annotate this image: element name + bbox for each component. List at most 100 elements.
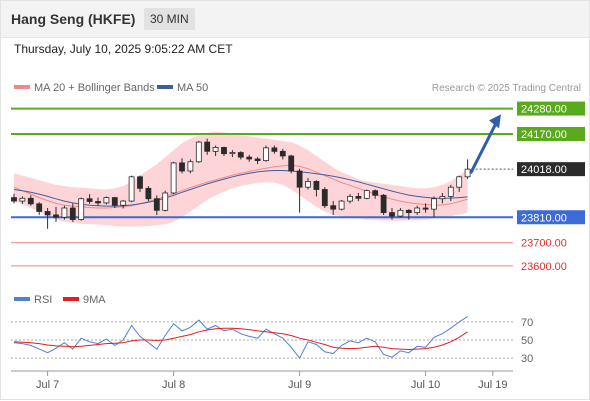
candle-body — [229, 152, 236, 155]
candle-body — [27, 197, 34, 205]
x-tick-label: Jul 9 — [288, 379, 311, 391]
price-plot — [11, 107, 513, 267]
candle-body — [221, 147, 227, 155]
candle-body — [363, 190, 370, 199]
pivot-label-box — [517, 210, 585, 225]
bollinger-band — [14, 131, 468, 227]
candle-body — [237, 152, 244, 158]
price-legend: MA 20 + Bollinger Bands MA 50 Research ©… — [14, 82, 581, 94]
candle-body — [389, 212, 395, 217]
candle-body — [69, 207, 76, 220]
last-price-label: 24018.00 — [521, 164, 567, 176]
rsi-tick-label: 50 — [521, 335, 533, 347]
candle-body — [212, 147, 219, 152]
candle-body — [103, 197, 110, 204]
candle-body — [162, 192, 169, 211]
candle-body — [246, 156, 253, 160]
rsi-line — [13, 315, 468, 360]
x-tick-label: Jul 10 — [411, 379, 440, 391]
legend-swatch-ma20 — [14, 85, 30, 89]
last-price-box — [517, 162, 585, 177]
level-labels: 24280.00 24170.00 24018.00 23810.00 23700.00… — [517, 101, 585, 273]
candle-body — [397, 209, 404, 217]
ma20-line — [13, 164, 468, 209]
candle-body — [439, 196, 446, 200]
candle-body — [78, 198, 85, 220]
timeframe-badge[interactable]: 30 MIN — [144, 8, 195, 30]
candle-body — [11, 197, 17, 202]
candle-body — [372, 190, 379, 196]
candle-body — [288, 155, 295, 172]
rsi-plot: 70 50 30 — [11, 315, 533, 365]
candle-body — [355, 196, 362, 199]
header-bar: Hang Seng (HKFE) 30 MIN — [1, 1, 589, 38]
candle-body — [86, 198, 93, 202]
x-axis: Jul 7 Jul 8 Jul 9 Jul 10 Jul 19 — [36, 371, 507, 391]
legend-label-rsi: RSI — [34, 294, 52, 306]
research-credit: Research © 2025 Trading Central — [432, 83, 581, 94]
x-tick-label: Jul 8 — [162, 379, 185, 391]
candle-body — [414, 207, 421, 214]
candle-body — [431, 198, 437, 210]
candle-body — [279, 150, 286, 157]
candle-body — [296, 170, 303, 188]
candle-body — [456, 176, 463, 188]
x-tick-label: Jul 19 — [478, 379, 507, 391]
candle-body — [111, 197, 118, 206]
candle-body — [170, 162, 177, 194]
forecast-arrow-head — [489, 114, 501, 129]
rsi-tick-label: 30 — [521, 353, 533, 365]
candle-body — [128, 176, 135, 202]
candle-body — [380, 194, 387, 214]
candle-body — [271, 147, 278, 152]
candle-body — [95, 201, 101, 204]
candle-body — [195, 141, 202, 163]
support-label: 23700.00 — [521, 238, 567, 250]
candle-body — [338, 200, 345, 210]
rsi-legend: RSI 9MA — [14, 294, 106, 306]
legend-swatch-rsi-ma — [63, 297, 79, 301]
legend-swatch-rsi — [14, 297, 30, 301]
candle-body — [447, 186, 454, 197]
candle-body — [187, 161, 194, 172]
candle-body — [179, 162, 185, 172]
resistance-label: 24280.00 — [521, 104, 567, 116]
candle-body — [36, 203, 43, 212]
candle-body — [313, 181, 320, 190]
candle-body — [464, 168, 471, 178]
candle-body — [422, 207, 429, 210]
legend-label-ma50: MA 50 — [177, 82, 208, 94]
candle-body — [44, 211, 51, 216]
pivot-label: 23810.00 — [521, 212, 567, 224]
ma50-line — [13, 170, 468, 207]
legend-swatch-ma50 — [157, 85, 173, 89]
candle-body — [61, 207, 68, 218]
candle-body — [137, 176, 143, 189]
candle-body — [405, 209, 412, 214]
instrument-title: Hang Seng (HKFE) — [11, 11, 136, 27]
legend-label-ma20: MA 20 + Bollinger Bands — [34, 82, 155, 94]
resistance-label-box — [517, 127, 585, 141]
candle-body — [145, 187, 152, 200]
support-label: 23600.00 — [521, 261, 567, 273]
candle-body — [120, 200, 127, 206]
legend-label-rsi-ma: 9MA — [83, 294, 106, 306]
resistance-label: 24170.00 — [521, 129, 567, 141]
candle-body — [204, 141, 211, 152]
candle-body — [53, 214, 59, 218]
candle-body — [321, 189, 328, 207]
candle-body — [19, 197, 26, 202]
candle-body — [305, 181, 311, 188]
candle-body — [153, 198, 160, 211]
rsi-tick-label: 70 — [521, 317, 533, 329]
report-datetime: Thursday, July 10, 2025 9:05:22 AM CET — [14, 42, 233, 56]
forecast-arrow-shaft — [469, 120, 499, 174]
resistance-label-box — [517, 101, 585, 116]
candle-body — [263, 147, 269, 161]
candle-body — [254, 158, 261, 161]
rsi-ma-line — [13, 327, 468, 351]
x-tick-label: Jul 7 — [36, 379, 59, 391]
candle-body — [347, 196, 353, 202]
